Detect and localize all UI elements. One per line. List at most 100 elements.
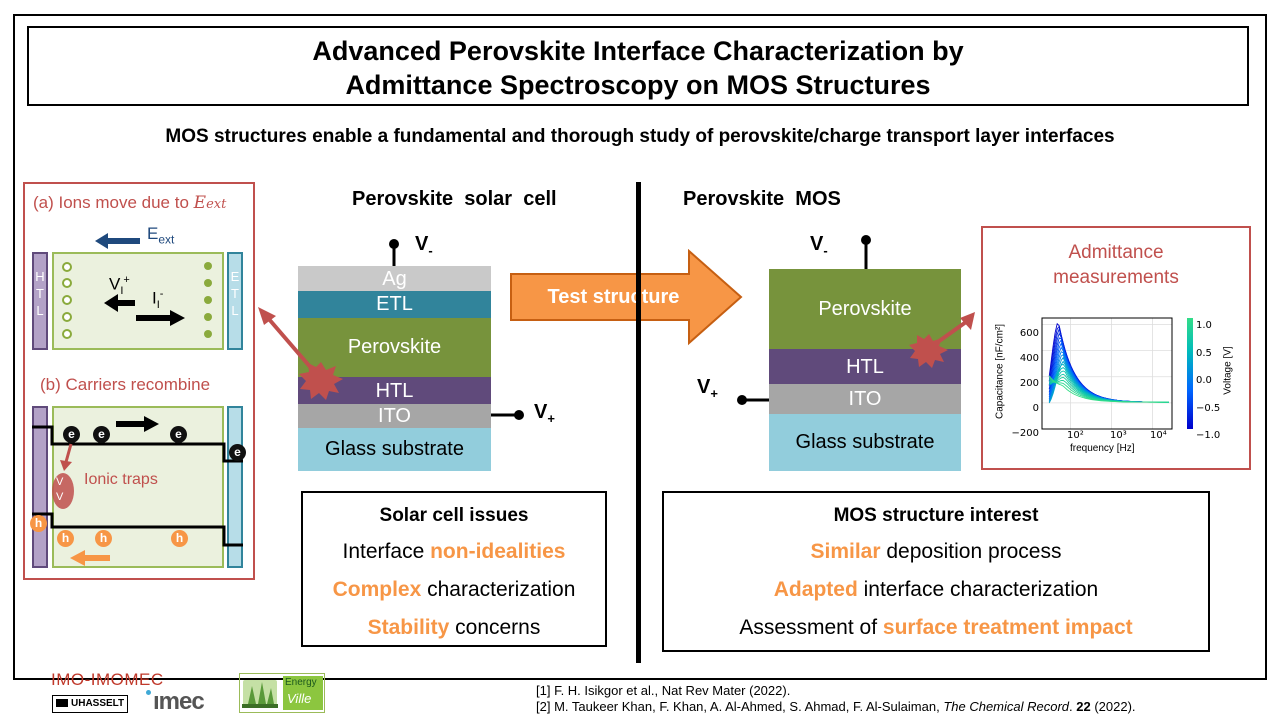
solar-issues-box: Solar cell issues Interface non-idealiti… [301, 491, 607, 647]
interest-row: Adapted interface characterization [773, 578, 1099, 601]
solar-interface-callout [258, 307, 343, 400]
x-tick-label: 10³ [1110, 430, 1127, 441]
ion-vacancy [62, 312, 72, 322]
trap-label-2: V [56, 491, 64, 503]
ion-vacancy [62, 262, 72, 272]
mos-v-plus: V+ [697, 376, 718, 401]
test-structure-label: Test structure [547, 286, 680, 308]
issue-row: Complex characterization [332, 578, 576, 601]
chart-xlabel: frequency [Hz] [1070, 443, 1135, 454]
ii-label: II- [152, 288, 164, 312]
mos-contacts [737, 235, 871, 405]
interest-row: Similar deposition process [810, 540, 1062, 563]
x-tick-label: 10² [1067, 430, 1084, 441]
hole: h [95, 530, 112, 547]
mos-heading: Perovskite MOS [683, 188, 841, 210]
ion-interstitial [204, 313, 212, 321]
capacitance-series [1048, 375, 1169, 403]
ion-interstitial [204, 296, 212, 304]
etl-bar-a [227, 252, 243, 350]
subtitle: MOS structures enable a fundamental and … [165, 126, 1115, 147]
hole-arrow [70, 550, 110, 566]
cbar-label: Voltage [V] [1222, 346, 1234, 395]
trap-label-1: V [56, 476, 64, 488]
hole: h [57, 530, 74, 547]
electron: e [93, 426, 110, 443]
perovskite-box-b [52, 406, 224, 568]
solar-layer-glass: Glass substrate [298, 428, 491, 471]
title-line-2: Admittance Spectroscopy on MOS Structure… [345, 70, 931, 100]
electron-arrow [116, 416, 159, 432]
solar-cell-contacts [389, 239, 524, 420]
solar-cell-heading: Perovskite solar cell [352, 188, 557, 210]
solar-layer-perovskite: Perovskite [298, 318, 491, 377]
solar-issues-heading: Solar cell issues [379, 505, 529, 526]
chart-ylabel: Capacitance [nF/cm²] [994, 323, 1006, 420]
admittance-title: Admittance measurements [1053, 242, 1179, 288]
trap-capture-arrowhead [60, 460, 72, 471]
solar-v-minus: V- [415, 233, 433, 258]
solar-layer-ag: Ag [298, 266, 491, 291]
part-a-label: (a) Ions move due to Eext [33, 193, 227, 213]
htl-bar-a [32, 252, 48, 350]
title-box: Advanced Perovskite Interface Characteri… [27, 26, 1249, 106]
capacitance-series [1049, 367, 1169, 403]
solar-v-plus: V+ [534, 401, 555, 426]
vi-arrow [104, 294, 135, 312]
ion-vacancy [62, 329, 72, 339]
reference-1: [1] F. H. Isikgor et al., Nat Rev Mater … [536, 683, 791, 698]
ionic-trap [52, 473, 74, 509]
section-divider [636, 182, 641, 663]
trap-capture-arrow [64, 443, 73, 463]
ion-vacancy [62, 295, 72, 305]
admittance-chart [1041, 317, 1193, 430]
plot-frame [1041, 317, 1173, 430]
colorbar [1187, 318, 1193, 429]
mos-layer-glass: Glass substrate [769, 414, 961, 471]
e-field-arrow [95, 233, 140, 249]
ion-vacancy [62, 278, 72, 288]
e-field-label: Eext [147, 224, 175, 247]
conduction-band [32, 425, 243, 463]
perovskite-box-a [52, 252, 224, 350]
interface-burst-icon [909, 334, 948, 368]
hole: h [171, 530, 188, 547]
admittance-panel [981, 226, 1251, 470]
electron: e [170, 426, 187, 443]
part-a-arrows [95, 233, 185, 326]
electron: e [63, 426, 80, 443]
ii-arrow [136, 310, 185, 326]
imo-imomec-logo: IMO-IMOMEC [51, 670, 164, 689]
issue-row: Stability concerns [367, 616, 541, 639]
mos-interest-box: MOS structure interest Similar depositio… [662, 491, 1210, 652]
ion-interstitial [204, 330, 212, 338]
energyville-tree-icon [242, 680, 278, 708]
ion-interstitial [204, 262, 212, 270]
vi-label: VI+ [109, 274, 130, 298]
electron: e [229, 444, 246, 461]
hole: h [30, 515, 47, 532]
ionic-traps-label: Ionic traps [84, 471, 158, 488]
imec-dot-icon [146, 690, 151, 695]
mos-interest-heading: MOS structure interest [833, 505, 1039, 526]
part-b-label: (b) Carriers recombine [40, 375, 211, 394]
interface-burst-icon [299, 362, 343, 400]
reference-2: [2] M. Taukeer Khan, F. Khan, A. Al-Ahme… [536, 699, 1136, 714]
title-line-1: Advanced Perovskite Interface Characteri… [312, 36, 964, 66]
energyville-logo: Energy Ville [239, 673, 325, 713]
poster-frame [13, 14, 1267, 680]
mos-v-minus: V- [810, 233, 828, 258]
ion-interstitial [204, 279, 212, 287]
mos-interface-callout [909, 312, 975, 368]
test-structure-arrow [510, 249, 743, 346]
capacitance-series [1049, 373, 1169, 403]
solar-layer-etl: ETL [298, 291, 491, 318]
imec-logo: ımec [153, 688, 205, 715]
e-vector-symbol: E [193, 193, 207, 213]
uhasselt-logo: UHASSELT [52, 695, 129, 713]
x-tick-label: 10⁴ [1150, 430, 1167, 441]
solar-layer-ito: ITO [298, 404, 491, 428]
valence-band [32, 512, 243, 547]
